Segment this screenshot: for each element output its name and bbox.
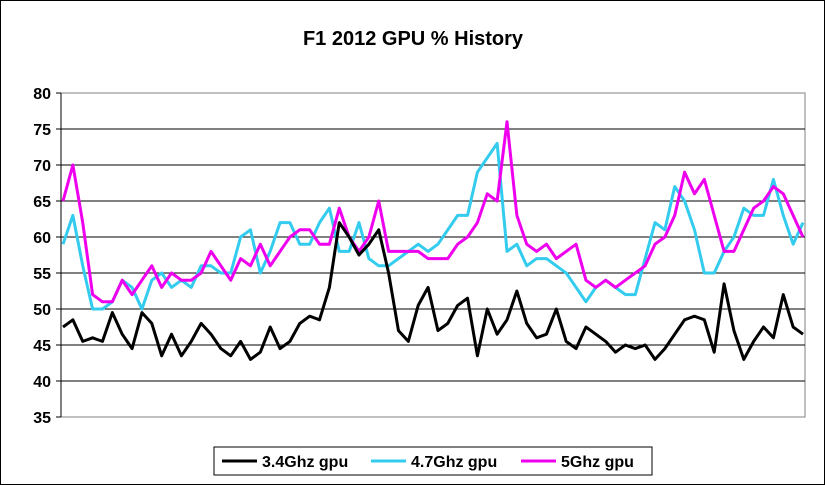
- y-tick-label: 45: [33, 338, 51, 355]
- y-tick-label: 50: [33, 302, 51, 319]
- series-line-2: [61, 120, 805, 304]
- legend-label-0: 3.4Ghz gpu: [262, 454, 348, 471]
- y-axis-tick-labels: 35 40 45 50 55 60 65 70 75 80: [33, 86, 51, 427]
- y-tick-label: 80: [33, 86, 51, 103]
- legend-label-1: 4.7Ghz gpu: [411, 454, 497, 471]
- y-tick-label: 35: [33, 410, 51, 427]
- legend-label-2: 5Ghz gpu: [561, 454, 634, 471]
- y-tick-label: 65: [33, 194, 51, 211]
- series-lines: [61, 120, 805, 361]
- series-line-0: [62, 221, 804, 361]
- y-tick-label: 70: [33, 158, 51, 175]
- y-tick-label: 60: [33, 230, 51, 247]
- legend-entries: 3.4Ghz gpu 4.7Ghz gpu 5Ghz gpu: [222, 454, 634, 471]
- y-tick-label: 55: [33, 266, 51, 283]
- legend: [213, 446, 653, 476]
- chart-title: F1 2012 GPU % History: [303, 28, 524, 50]
- y-tick-label: 40: [33, 374, 51, 391]
- y-tick-label: 75: [33, 122, 51, 139]
- plot-area: [60, 92, 806, 418]
